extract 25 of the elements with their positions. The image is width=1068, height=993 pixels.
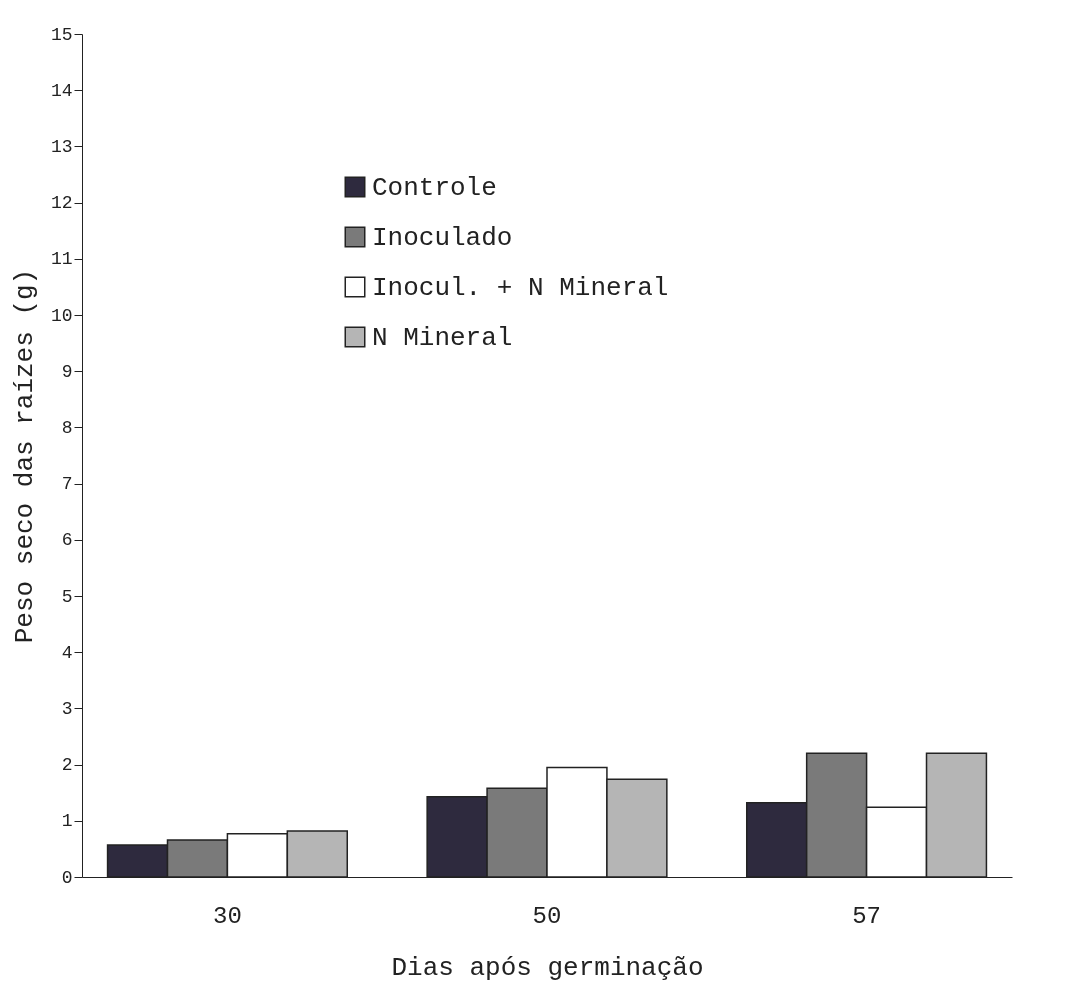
y-tick-label: 14 xyxy=(50,80,73,101)
y-tick-label: 5 xyxy=(61,586,73,607)
y-axis-title: Peso seco das raízes (g) xyxy=(9,268,40,644)
legend-label: N Mineral xyxy=(372,323,513,353)
y-tick-label: 8 xyxy=(61,417,73,438)
legend-label: Controle xyxy=(372,173,497,203)
y-tick-label: 4 xyxy=(61,642,73,663)
y-tick-label: 15 xyxy=(50,24,73,45)
y-tick-label: 6 xyxy=(61,530,73,551)
x-tick-label: 50 xyxy=(532,902,562,930)
y-tick-label: 7 xyxy=(61,474,73,495)
y-tick-label: 1 xyxy=(61,811,73,832)
y-tick-label: 2 xyxy=(61,755,73,776)
legend-label: Inoculado xyxy=(372,223,513,253)
y-tick-label: 13 xyxy=(50,136,73,157)
legend-label: Inocul. + N Mineral xyxy=(372,273,669,303)
y-tick-label: 9 xyxy=(61,361,73,382)
x-tick-label: 30 xyxy=(213,902,242,930)
y-tick-label: 3 xyxy=(61,698,73,719)
y-tick-label: 11 xyxy=(50,249,73,270)
y-tick-label: 12 xyxy=(50,193,73,214)
y-tick-label: 10 xyxy=(50,305,73,326)
x-axis-title: Dias após germinação xyxy=(391,952,704,983)
y-tick-label: 0 xyxy=(61,867,73,888)
x-tick-label: 57 xyxy=(852,902,881,930)
